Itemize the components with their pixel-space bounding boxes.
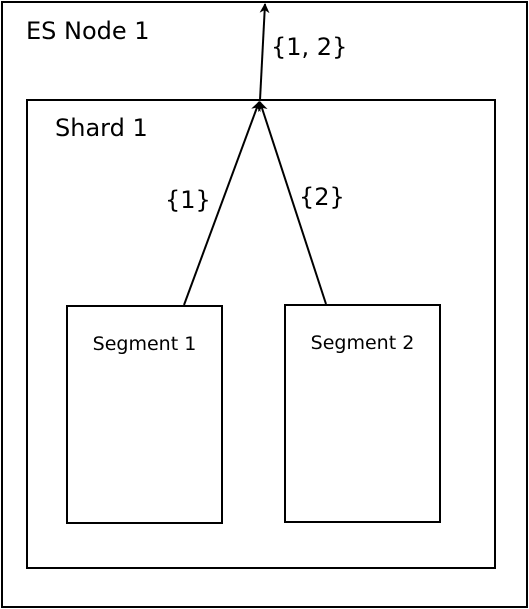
segment-2-box: Segment 2 bbox=[284, 304, 441, 523]
edge-label-segment-2: {2} bbox=[299, 183, 345, 211]
arrow-segment-1-to-shard bbox=[183, 101, 261, 306]
arrow-shard-to-node bbox=[259, 3, 270, 101]
segment-1-title: Segment 1 bbox=[92, 333, 197, 355]
segment-2-title: Segment 2 bbox=[310, 332, 415, 354]
edge-label-shard-to-node: {1, 2} bbox=[271, 33, 348, 61]
edge-label-segment-1: {1} bbox=[165, 186, 211, 214]
segment-1-box: Segment 1 bbox=[66, 305, 223, 524]
shard-title: Shard 1 bbox=[55, 114, 148, 142]
es-node-title: ES Node 1 bbox=[26, 17, 150, 45]
arrow-segment-2-to-shard bbox=[258, 101, 327, 305]
